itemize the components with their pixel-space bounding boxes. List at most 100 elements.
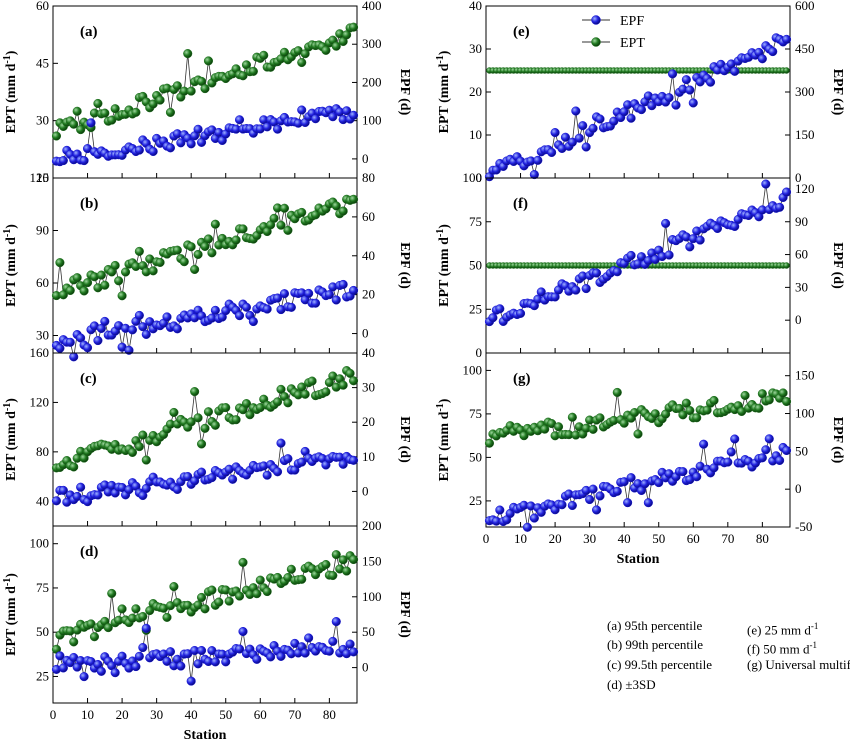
x-tick-label: 50 <box>652 531 665 546</box>
ept-point <box>781 396 792 407</box>
ept-point <box>248 66 258 76</box>
epf-point <box>272 467 283 477</box>
epf-point <box>228 474 238 484</box>
left-tick-label: 160 <box>30 345 50 360</box>
ept-point <box>193 249 203 260</box>
ept-point <box>321 45 331 55</box>
left-tick-label: 60 <box>36 275 49 290</box>
epf-point <box>761 445 771 455</box>
ept-point <box>127 447 138 457</box>
epf-point <box>730 434 740 444</box>
epf-point <box>141 623 151 633</box>
epf-point <box>96 666 106 676</box>
ept-point <box>681 398 691 408</box>
left-tick-label: 25 <box>469 301 482 316</box>
epf-point <box>699 439 709 449</box>
epf-point <box>757 54 767 64</box>
x-tick-label: 80 <box>323 707 336 722</box>
left-axis-label: EPT (mm d-1) <box>435 398 452 481</box>
ept-point <box>203 234 214 244</box>
right-tick-label: 50 <box>362 624 375 639</box>
ept-point <box>200 84 210 94</box>
epf-point <box>79 156 89 166</box>
epf-point <box>612 267 622 277</box>
left-tick-label: 30 <box>36 328 49 343</box>
epf-point <box>100 316 110 326</box>
left-tick-label: 20 <box>469 84 482 99</box>
epf-point <box>781 34 792 44</box>
left-tick-label: 100 <box>30 536 50 551</box>
epf-point <box>529 170 539 180</box>
epf-point <box>279 289 290 299</box>
epf-point <box>310 298 321 308</box>
epf-point <box>148 146 158 157</box>
epf-point <box>726 447 736 457</box>
x-tick-label: 50 <box>219 707 232 722</box>
epf-point <box>775 202 785 212</box>
left-axis-label-close: ) <box>4 573 19 578</box>
epf-point <box>588 484 598 494</box>
left-tick-label: 75 <box>469 406 482 421</box>
epf-point <box>626 250 636 260</box>
left-axis-label-text: EPT (mm d <box>4 411 19 481</box>
x-tick-label: 70 <box>288 707 301 722</box>
epf-point <box>695 235 705 245</box>
panel-label: (a) <box>80 24 98 40</box>
note-f: (f) 50 mm d-1 <box>747 637 817 657</box>
ept-point <box>612 387 622 397</box>
epf-point <box>248 316 258 327</box>
epf-point <box>165 143 176 153</box>
note-b: (b) 99th percentile <box>607 637 704 652</box>
x-tick-label: 20 <box>549 531 562 546</box>
right-tick-label: 300 <box>362 36 382 51</box>
right-tick-label: 80 <box>362 170 375 185</box>
x-tick-label: 70 <box>721 531 734 546</box>
epf-point <box>664 250 674 260</box>
left-tick-label: 60 <box>36 0 49 13</box>
left-axis-label-sup: -1 <box>2 229 13 237</box>
ept-point <box>107 115 117 125</box>
panel-a: 15 30 45 60 0 100 200 300 400 EPT (mm d-1) EPF (d)… <box>2 0 412 185</box>
epf-point <box>186 139 196 149</box>
ept-point <box>138 430 148 440</box>
epf-point <box>234 311 245 321</box>
epf-point <box>647 101 657 111</box>
epf-point <box>685 85 695 95</box>
ept-point <box>234 591 245 601</box>
right-tick-label: 100 <box>362 113 382 128</box>
epf-point <box>272 293 283 303</box>
epf-point <box>134 145 144 155</box>
epf-point <box>162 656 172 666</box>
ept-point <box>110 104 120 114</box>
panel-label: (e) <box>513 24 530 40</box>
x-tick-label: 40 <box>185 707 198 722</box>
ept-point <box>141 455 151 465</box>
right-tick-label: 150 <box>795 368 815 383</box>
epf-point <box>338 459 348 469</box>
ept-point <box>692 413 702 423</box>
epf-point <box>300 648 310 658</box>
left-tick-label: 120 <box>30 170 50 185</box>
epf-point <box>588 123 598 133</box>
ept-point <box>348 554 359 565</box>
epf-point <box>58 156 68 166</box>
ept-point <box>210 219 220 229</box>
left-axis-label-close: ) <box>437 398 452 403</box>
x-tick-label: 30 <box>150 707 163 722</box>
ept-point <box>783 262 790 269</box>
left-tick-label: 15 <box>36 170 49 185</box>
epf-point <box>324 646 334 656</box>
ept-point <box>348 194 359 204</box>
epf-point <box>661 218 671 228</box>
epf-point <box>234 644 245 654</box>
note-g: (g) Universal multifractals <box>747 657 850 672</box>
ept-point <box>193 600 203 610</box>
epf-point <box>591 268 602 278</box>
epf-point <box>671 100 681 110</box>
panel-frame <box>52 525 358 704</box>
ept-point <box>783 67 790 74</box>
right-tick-label: 60 <box>795 247 808 262</box>
right-tick-label: 300 <box>795 84 815 99</box>
panel-d: 25 50 75 100 0 50 100 150 200 0 10 20 30 40 50 60 70 80 St… <box>2 518 412 743</box>
